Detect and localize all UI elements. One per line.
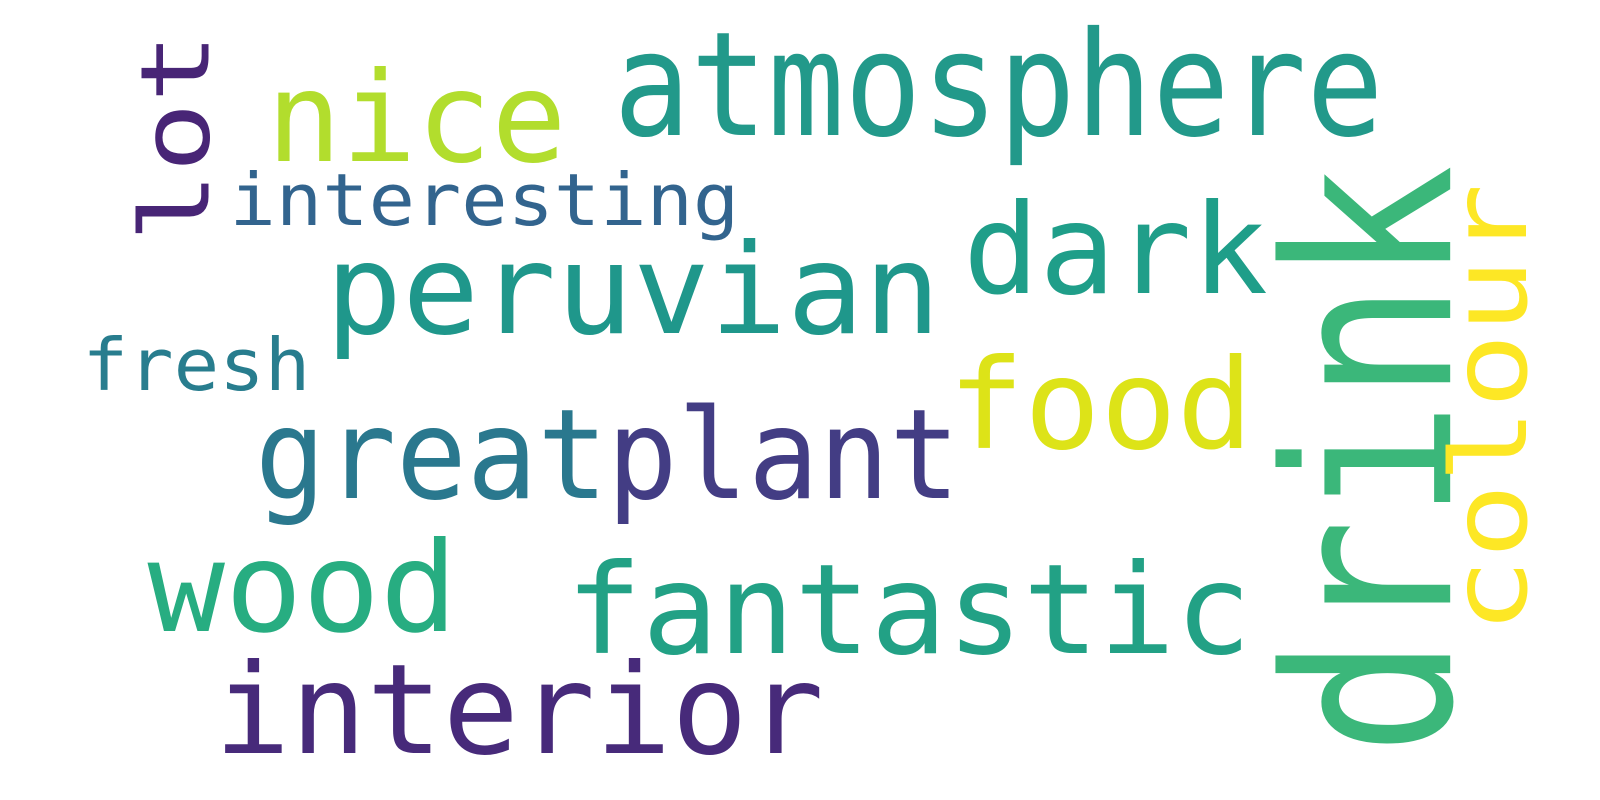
word-fresh: fresh <box>81 323 310 407</box>
word-interesting: interesting <box>229 158 739 242</box>
word-colour: colour <box>1428 182 1551 634</box>
word-dark: dark <box>962 177 1268 323</box>
word-atmosphere: atmosphere <box>613 0 1383 170</box>
word-nice: nice <box>265 45 567 191</box>
word-peruvian: peruvian <box>325 217 941 363</box>
word-food: food <box>947 332 1253 478</box>
word-plant: plant <box>607 382 960 528</box>
word-greatplant: great <box>254 382 608 528</box>
word-interior: interior <box>214 637 824 783</box>
word-lot: lot <box>121 32 232 242</box>
word-wood: wood <box>146 515 458 661</box>
word-fantastic: fantastic <box>565 537 1251 683</box>
